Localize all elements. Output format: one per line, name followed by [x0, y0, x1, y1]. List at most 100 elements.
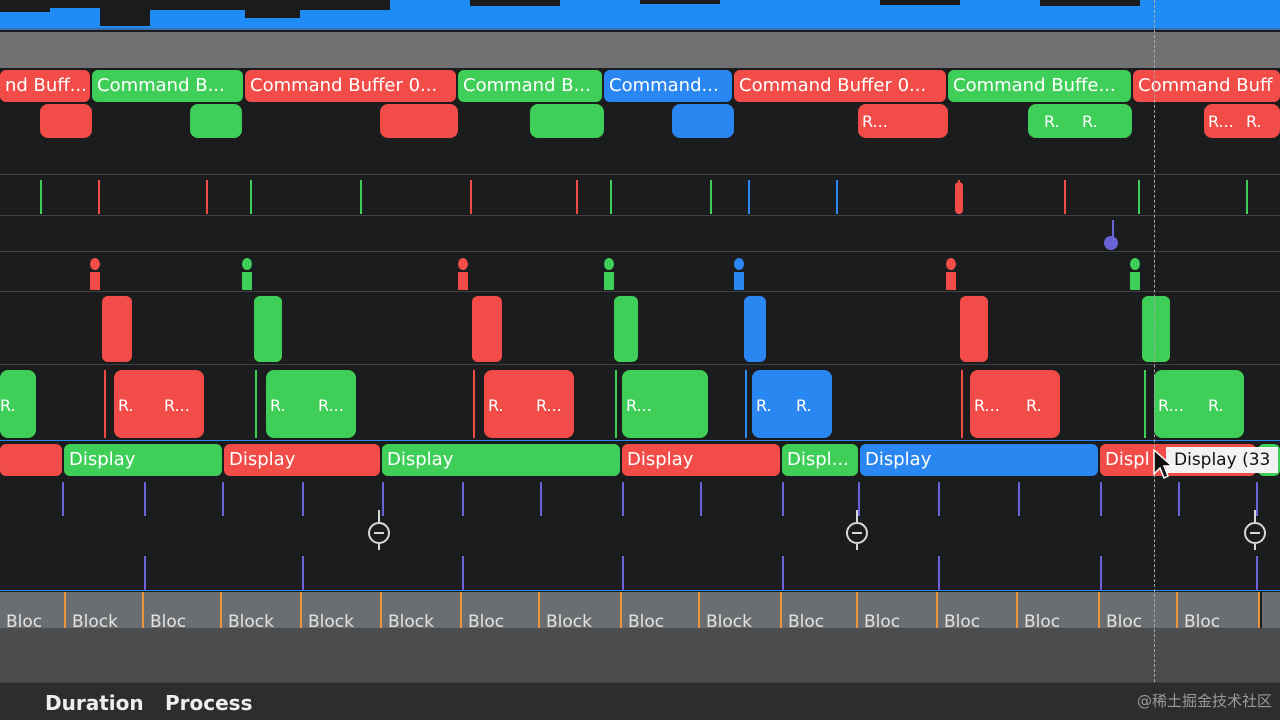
fragment-block[interactable]: [484, 370, 574, 438]
block-item[interactable]: Bloc: [858, 592, 936, 628]
display-interval[interactable]: Display: [622, 444, 780, 476]
vertex-block[interactable]: [960, 296, 988, 362]
event-tick[interactable]: [40, 180, 42, 214]
tab-process[interactable]: Process: [165, 691, 253, 715]
encoder-label: R...: [1208, 112, 1234, 131]
event-dot[interactable]: [1104, 236, 1118, 250]
playhead-line[interactable]: [1154, 0, 1155, 682]
block-item[interactable]: Block: [66, 592, 142, 628]
block-item[interactable]: Bloc: [1178, 592, 1258, 628]
small-event-bar[interactable]: [1130, 272, 1140, 290]
block-item[interactable]: Block: [222, 592, 300, 628]
command-buffer-item[interactable]: Command Buffer 0...: [734, 70, 946, 102]
command-buffer-item[interactable]: Command...: [604, 70, 732, 102]
vertex-block[interactable]: [472, 296, 502, 362]
frame-tick: [1256, 556, 1258, 590]
vertex-block[interactable]: [102, 296, 132, 362]
event-tick[interactable]: [1112, 220, 1114, 238]
event-tick[interactable]: [610, 180, 612, 214]
command-buffer-item[interactable]: Command B...: [92, 70, 243, 102]
block-item[interactable]: Bloc: [1018, 592, 1098, 628]
block-item[interactable]: Bloc: [1100, 592, 1176, 628]
small-event-bar[interactable]: [604, 272, 614, 290]
encoder-cluster[interactable]: [672, 104, 734, 138]
block-item[interactable]: [1262, 592, 1280, 628]
event-tick[interactable]: [1246, 180, 1248, 214]
display-interval[interactable]: Display: [224, 444, 380, 476]
event-tick[interactable]: [1064, 180, 1066, 214]
small-event-dot[interactable]: [242, 258, 252, 270]
small-event-dot[interactable]: [90, 258, 100, 270]
fragment-block[interactable]: [266, 370, 356, 438]
encoder-cluster[interactable]: [1204, 104, 1280, 138]
fragment-block[interactable]: [114, 370, 204, 438]
marker-icon[interactable]: [368, 522, 390, 544]
encoder-cluster[interactable]: [530, 104, 604, 138]
event-tick[interactable]: [576, 180, 578, 214]
small-event-bar[interactable]: [90, 272, 100, 290]
display-interval[interactable]: Displ...: [782, 444, 858, 476]
vertex-block[interactable]: [1142, 296, 1170, 362]
small-event-dot[interactable]: [1130, 258, 1140, 270]
block-item[interactable]: Bloc: [462, 592, 538, 628]
event-tick[interactable]: [955, 182, 963, 214]
small-event-bar[interactable]: [734, 272, 744, 290]
vertex-block[interactable]: [744, 296, 766, 362]
block-item[interactable]: Bloc: [622, 592, 698, 628]
command-buffer-item[interactable]: nd Buff...: [0, 70, 90, 102]
command-buffer-item[interactable]: Command Buffer 0...: [245, 70, 456, 102]
encoder-cluster[interactable]: [190, 104, 242, 138]
block-item[interactable]: Bloc: [144, 592, 220, 628]
display-interval[interactable]: Display: [382, 444, 620, 476]
fragment-block[interactable]: [1154, 370, 1244, 438]
block-item[interactable]: Bloc: [938, 592, 1016, 628]
small-event-bar[interactable]: [242, 272, 252, 290]
event-tick[interactable]: [1138, 180, 1140, 214]
block-boundary: [538, 592, 540, 628]
block-item[interactable]: Block: [540, 592, 620, 628]
small-event-bar[interactable]: [458, 272, 468, 290]
block-item[interactable]: Bloc: [0, 592, 64, 628]
event-tick[interactable]: [206, 180, 208, 214]
small-event-bar[interactable]: [946, 272, 956, 290]
small-event-dot[interactable]: [604, 258, 614, 270]
event-tick[interactable]: [710, 180, 712, 214]
display-interval[interactable]: Display: [860, 444, 1098, 476]
fragment-block[interactable]: [622, 370, 708, 438]
block-boundary: [1258, 592, 1260, 628]
marker-icon[interactable]: [846, 522, 868, 544]
display-interval[interactable]: [0, 444, 62, 476]
encoder-cluster[interactable]: [40, 104, 92, 138]
fragment-block[interactable]: [970, 370, 1060, 438]
small-event-dot[interactable]: [458, 258, 468, 270]
event-tick[interactable]: [748, 180, 750, 214]
block-item[interactable]: Block: [700, 592, 780, 628]
tab-duration[interactable]: Duration: [45, 691, 144, 715]
block-item[interactable]: Block: [382, 592, 460, 628]
track-header-band: [0, 32, 1280, 68]
block-item[interactable]: Block: [302, 592, 380, 628]
fragment-block[interactable]: [0, 370, 36, 438]
vertex-block[interactable]: [254, 296, 282, 362]
event-tick[interactable]: [360, 180, 362, 214]
event-tick[interactable]: [470, 180, 472, 214]
small-event-dot[interactable]: [734, 258, 744, 270]
display-interval[interactable]: Display: [64, 444, 222, 476]
event-tick[interactable]: [250, 180, 252, 214]
encoder-cluster[interactable]: [380, 104, 458, 138]
command-buffer-item[interactable]: Command B...: [458, 70, 602, 102]
vertex-block[interactable]: [614, 296, 638, 362]
event-tick[interactable]: [836, 180, 838, 214]
event-tick[interactable]: [98, 180, 100, 214]
encoder-cluster[interactable]: [858, 104, 948, 138]
command-buffer-item[interactable]: Command Buff: [1133, 70, 1280, 102]
fragment-block[interactable]: [752, 370, 832, 438]
render-label: R...: [318, 396, 344, 415]
marker-icon[interactable]: [1244, 522, 1266, 544]
small-event-dot[interactable]: [946, 258, 956, 270]
block-item[interactable]: Bloc: [782, 592, 856, 628]
command-buffer-item[interactable]: Command Buffe...: [948, 70, 1131, 102]
encoder-cluster[interactable]: [1028, 104, 1132, 138]
vsync-tick: [1018, 482, 1020, 516]
